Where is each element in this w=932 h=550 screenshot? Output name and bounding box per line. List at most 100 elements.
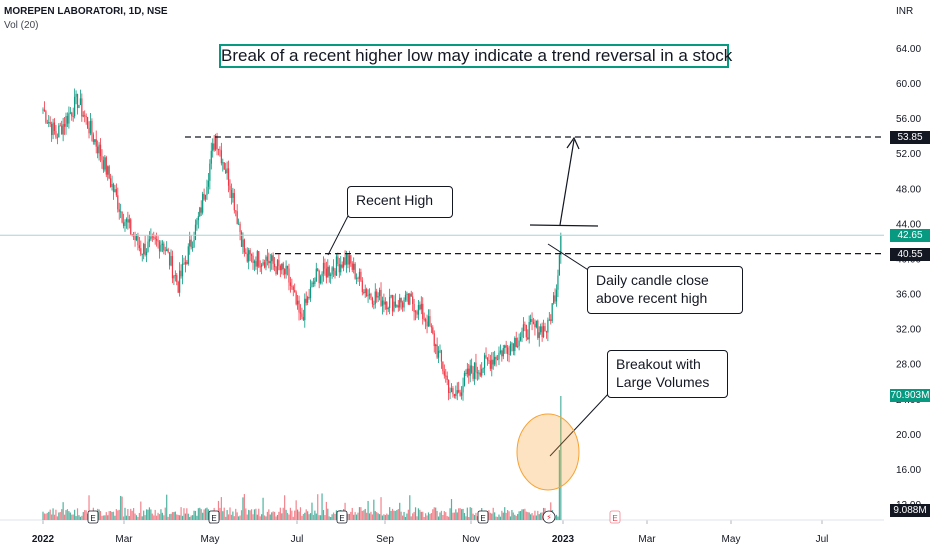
candle-body (105, 157, 107, 175)
candle-body (170, 256, 172, 266)
volume-bar (305, 509, 307, 520)
candle-body (171, 256, 174, 279)
volume-bar (202, 512, 204, 520)
candle-body (305, 298, 307, 303)
candle-body (114, 189, 116, 192)
candle-body (69, 112, 71, 114)
candle-body (112, 183, 115, 192)
candle-body (459, 392, 461, 396)
volume-bar (527, 512, 529, 520)
volume-bar (141, 516, 143, 520)
candle-body (322, 262, 325, 274)
volume-bar (130, 508, 132, 520)
time-tick-label: Mar (638, 534, 656, 545)
candle-body (179, 270, 181, 293)
volume-bar (537, 510, 539, 520)
candle-body (560, 235, 562, 256)
candle-body (196, 220, 198, 225)
candle-body (75, 93, 77, 97)
candle-body (184, 261, 187, 265)
volume-bar (402, 515, 404, 520)
volume-bar (180, 507, 182, 520)
candle-body (491, 359, 493, 369)
candle-body (320, 276, 322, 284)
candle-body (507, 347, 509, 355)
volume-bar (191, 515, 194, 520)
volume-bar (439, 512, 441, 520)
candle-body (364, 289, 366, 294)
volume-bar (120, 495, 122, 520)
volume-bar (86, 513, 89, 520)
candle-body (63, 124, 66, 127)
candle-body (45, 111, 47, 123)
candle-body (286, 265, 289, 269)
volume-bar (223, 507, 225, 520)
volume-bar (229, 507, 231, 520)
candle-body (252, 255, 254, 263)
volume-bar (383, 514, 385, 520)
volume-bar (353, 514, 355, 520)
time-tick-label: Nov (462, 534, 480, 545)
candle-body (58, 125, 60, 138)
time-tick-label: Sep (376, 534, 394, 545)
volume-bar (105, 512, 107, 520)
volume-bar (111, 511, 113, 520)
candle-body (554, 295, 556, 302)
candle-body (81, 98, 83, 117)
candle-body (180, 270, 182, 277)
candle-body (376, 291, 378, 298)
volume-bar (82, 512, 84, 520)
volume-bar (436, 510, 438, 520)
target-arrow (559, 139, 575, 226)
volume-bar (494, 512, 496, 520)
candle-body (235, 210, 237, 212)
volume-bar (227, 514, 230, 520)
candle-body (551, 303, 553, 321)
candle-body (449, 392, 451, 393)
volume-bar (143, 510, 145, 520)
volume-bar (156, 515, 158, 520)
volume-bar (135, 515, 138, 520)
volume-bar (125, 515, 128, 520)
volume-bar (414, 507, 417, 520)
volume-bar (137, 516, 139, 520)
volume-bar (318, 515, 320, 520)
candle-body (361, 280, 363, 293)
candle-body (462, 385, 464, 393)
candle-body (366, 289, 368, 297)
candle-body (437, 350, 440, 358)
candle-body (206, 186, 208, 195)
candle-body (488, 360, 490, 362)
time-tick-label: 2023 (552, 534, 575, 545)
candle-body (253, 261, 256, 263)
volume-bar (518, 511, 520, 520)
volume-bar (295, 500, 297, 520)
candle-body (291, 285, 293, 287)
volume-bar (272, 511, 274, 520)
volume-bar (304, 512, 306, 520)
candle-body (402, 302, 404, 308)
volume-bar (376, 512, 378, 520)
volume-bar (351, 507, 353, 520)
volume-bar (423, 516, 425, 520)
volume-bar (226, 510, 228, 520)
candle-body (177, 281, 179, 293)
candle-body (433, 333, 435, 347)
candle-body (275, 266, 277, 274)
volume-bar (65, 510, 67, 520)
candle-body (439, 350, 441, 352)
volume-bar (268, 509, 270, 520)
candle-body (143, 243, 145, 255)
candle-body (427, 316, 430, 327)
volume-bar (471, 507, 473, 520)
candle-close-line-2: above recent high (596, 290, 708, 306)
volume-bar (443, 511, 445, 520)
candle-body (318, 270, 320, 284)
candle-body (89, 120, 92, 134)
volume-bar (412, 513, 414, 520)
volume-indicator-label[interactable]: Vol (20) (4, 20, 39, 31)
candle-body (118, 209, 120, 212)
volume-bar (384, 515, 386, 520)
volume-bar (321, 493, 323, 520)
